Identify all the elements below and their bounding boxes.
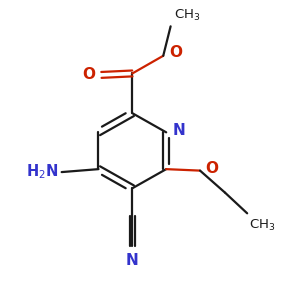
Text: N: N [126,253,139,268]
Text: O: O [169,45,182,60]
Text: O: O [82,67,95,82]
Text: N: N [173,123,185,138]
Text: CH$_3$: CH$_3$ [174,8,200,23]
Text: CH$_3$: CH$_3$ [249,218,275,233]
Text: O: O [206,161,218,176]
Text: H$_2$N: H$_2$N [26,163,59,182]
